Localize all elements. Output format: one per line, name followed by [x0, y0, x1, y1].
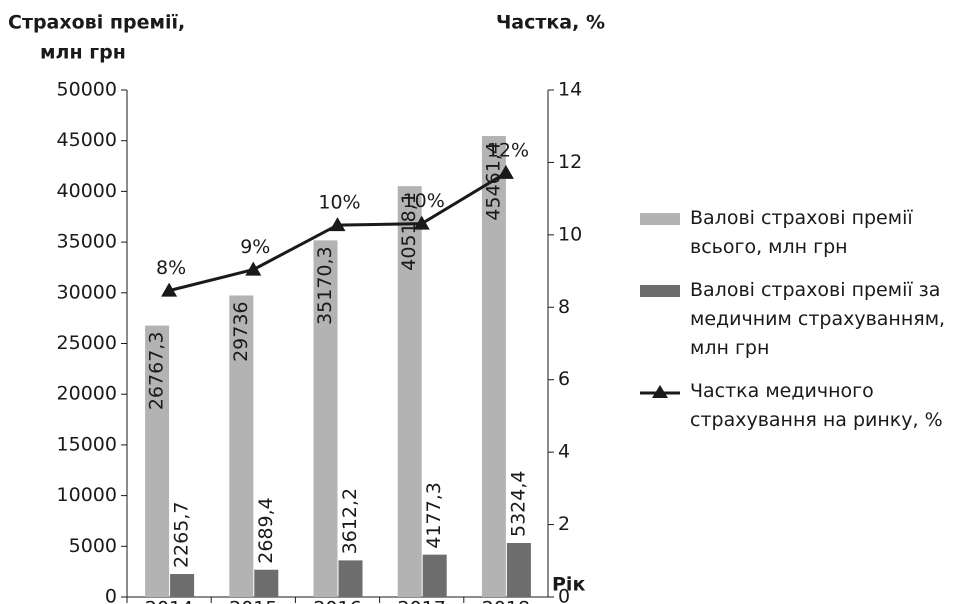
value-label: 35170,3: [314, 246, 336, 325]
y-tick-label: 5000: [69, 535, 117, 557]
bar: [338, 560, 363, 597]
value-label: 10%: [403, 190, 445, 212]
legend-swatch: [640, 285, 680, 297]
line-marker: [413, 215, 430, 230]
value-label: 10%: [318, 192, 360, 214]
value-label: 5324,4: [507, 471, 529, 537]
value-label: 12%: [487, 139, 529, 161]
y-tick-label: 30000: [57, 281, 117, 303]
legend-label: Частка медичного страхування на ринку, %: [690, 380, 943, 431]
y2-tick-label: 8: [558, 296, 570, 318]
y-tick-label: 0: [105, 586, 117, 604]
legend-item: Валові страхові премії за медичним страх…: [640, 276, 960, 363]
legend-item: Частка медичного страхування на ринку, %: [640, 377, 960, 435]
x-axis-title: Рік: [552, 574, 585, 596]
y2-tick-label: 4: [558, 441, 570, 463]
x-tick-label: 2015: [229, 598, 277, 604]
x-tick-label: 2016: [313, 598, 361, 604]
line-marker: [497, 164, 514, 179]
y-tick-label: 15000: [57, 433, 117, 455]
bar: [229, 295, 254, 597]
value-label: 2689,4: [255, 497, 277, 563]
legend: Валові страхові премії всього, млн грн Ва…: [640, 204, 960, 449]
y-axis-title: млн грн: [40, 42, 126, 64]
value-label: 26767,3: [146, 332, 168, 411]
y-tick-label: 50000: [57, 79, 117, 101]
bar: [170, 574, 195, 597]
bar: [145, 325, 170, 597]
y-tick-label: 25000: [57, 332, 117, 354]
bar: [422, 554, 447, 597]
bar: [313, 240, 338, 597]
x-tick-label: 2017: [398, 598, 446, 604]
y-axis-title: Страхові премії,: [8, 12, 185, 34]
x-tick-label: 2014: [145, 598, 193, 604]
value-label: 4177,3: [423, 482, 445, 548]
y2-tick-label: 10: [558, 223, 582, 245]
bar: [481, 136, 506, 597]
legend-item: Валові страхові премії всього, млн грн: [640, 204, 960, 262]
line-marker: [161, 282, 178, 297]
y2-axis-title: Частка, %: [496, 12, 605, 34]
value-label: 2265,7: [171, 502, 193, 568]
y2-tick-label: 6: [558, 368, 570, 390]
y-tick-label: 40000: [57, 180, 117, 202]
legend-swatch: [640, 385, 680, 398]
x-tick-label: 2018: [482, 598, 530, 604]
y2-tick-label: 14: [558, 79, 582, 101]
legend-swatch: [640, 213, 680, 225]
legend-label: Валові страхові премії всього, млн грн: [690, 207, 913, 258]
y-tick-label: 45000: [57, 129, 117, 151]
y-tick-label: 35000: [57, 231, 117, 253]
value-label: 40518,1: [398, 192, 420, 271]
y2-tick-label: 2: [558, 513, 570, 535]
value-label: 8%: [156, 257, 186, 279]
y-tick-label: 10000: [57, 484, 117, 506]
value-label: 3612,2: [339, 488, 361, 554]
y2-tick-label: 12: [558, 151, 582, 173]
value-label: 9%: [240, 236, 270, 258]
bar: [397, 186, 422, 597]
y2-tick-label: 0: [558, 586, 570, 604]
bar: [254, 569, 279, 597]
legend-label: Валові страхові премії за медичним страх…: [690, 279, 946, 359]
line-marker: [329, 217, 346, 232]
bar: [506, 543, 531, 597]
legend-line: [640, 385, 680, 398]
value-label: 29736: [230, 301, 252, 361]
line-marker: [245, 261, 262, 276]
y-tick-label: 20000: [57, 383, 117, 405]
